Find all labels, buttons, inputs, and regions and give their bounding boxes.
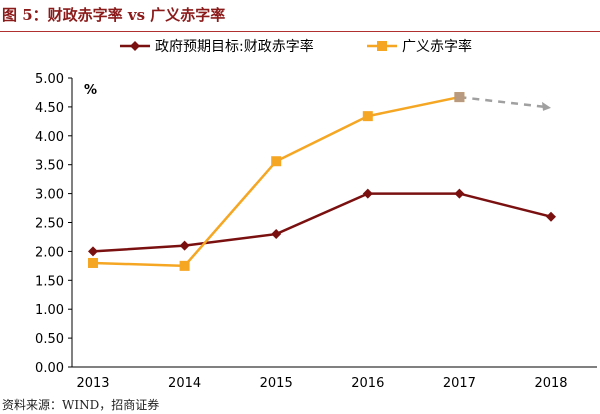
diamond-marker xyxy=(130,41,140,51)
y-tick-label: 1.50 xyxy=(35,274,64,289)
figure-title: 图 5：财政赤字率 vs 广义赤字率 xyxy=(2,6,226,24)
legend-label: 广义赤字率 xyxy=(402,38,472,55)
y-tick-label: 4.50 xyxy=(35,101,64,116)
forecast-line xyxy=(459,95,546,109)
series-line-1 xyxy=(92,192,552,253)
x-tick-label: 2013 xyxy=(76,376,109,391)
square-marker xyxy=(377,41,387,51)
y-tick-label: 5.00 xyxy=(35,72,64,87)
square-marker xyxy=(179,260,190,271)
legend-label: 政府预期目标:财政赤字率 xyxy=(155,38,314,55)
y-tick-label: 3.50 xyxy=(35,159,64,174)
y-tick-label: 2.00 xyxy=(35,245,64,260)
y-tick-label: 3.00 xyxy=(35,188,64,203)
x-tick-label: 2016 xyxy=(351,376,384,391)
x-tick-label: 2017 xyxy=(443,376,476,391)
square-marker xyxy=(454,92,465,103)
title-rule xyxy=(0,31,600,32)
y-tick-label: 4.00 xyxy=(35,130,64,145)
y-tick-label: 0.50 xyxy=(35,332,64,347)
diamond-marker xyxy=(546,211,556,222)
diamond-marker xyxy=(454,188,465,199)
forecast-arrowhead xyxy=(542,101,551,111)
y-tick-label: 0.00 xyxy=(35,361,64,376)
series-line-2 xyxy=(92,95,460,268)
source-note: 资料来源：WIND，招商证券 xyxy=(2,398,160,412)
y-unit-label: % xyxy=(84,83,97,98)
square-marker xyxy=(88,257,98,268)
x-tick-label: 2015 xyxy=(260,376,293,391)
x-tick-label: 2018 xyxy=(534,376,567,391)
y-tick-label: 1.00 xyxy=(35,303,64,318)
square-marker xyxy=(362,111,373,122)
diamond-marker xyxy=(179,240,190,251)
diamond-marker xyxy=(271,229,282,240)
diamond-marker xyxy=(362,188,373,199)
square-marker xyxy=(271,156,282,167)
x-tick-label: 2014 xyxy=(168,376,201,391)
y-tick-label: 2.50 xyxy=(35,217,64,232)
diamond-marker xyxy=(88,246,98,257)
